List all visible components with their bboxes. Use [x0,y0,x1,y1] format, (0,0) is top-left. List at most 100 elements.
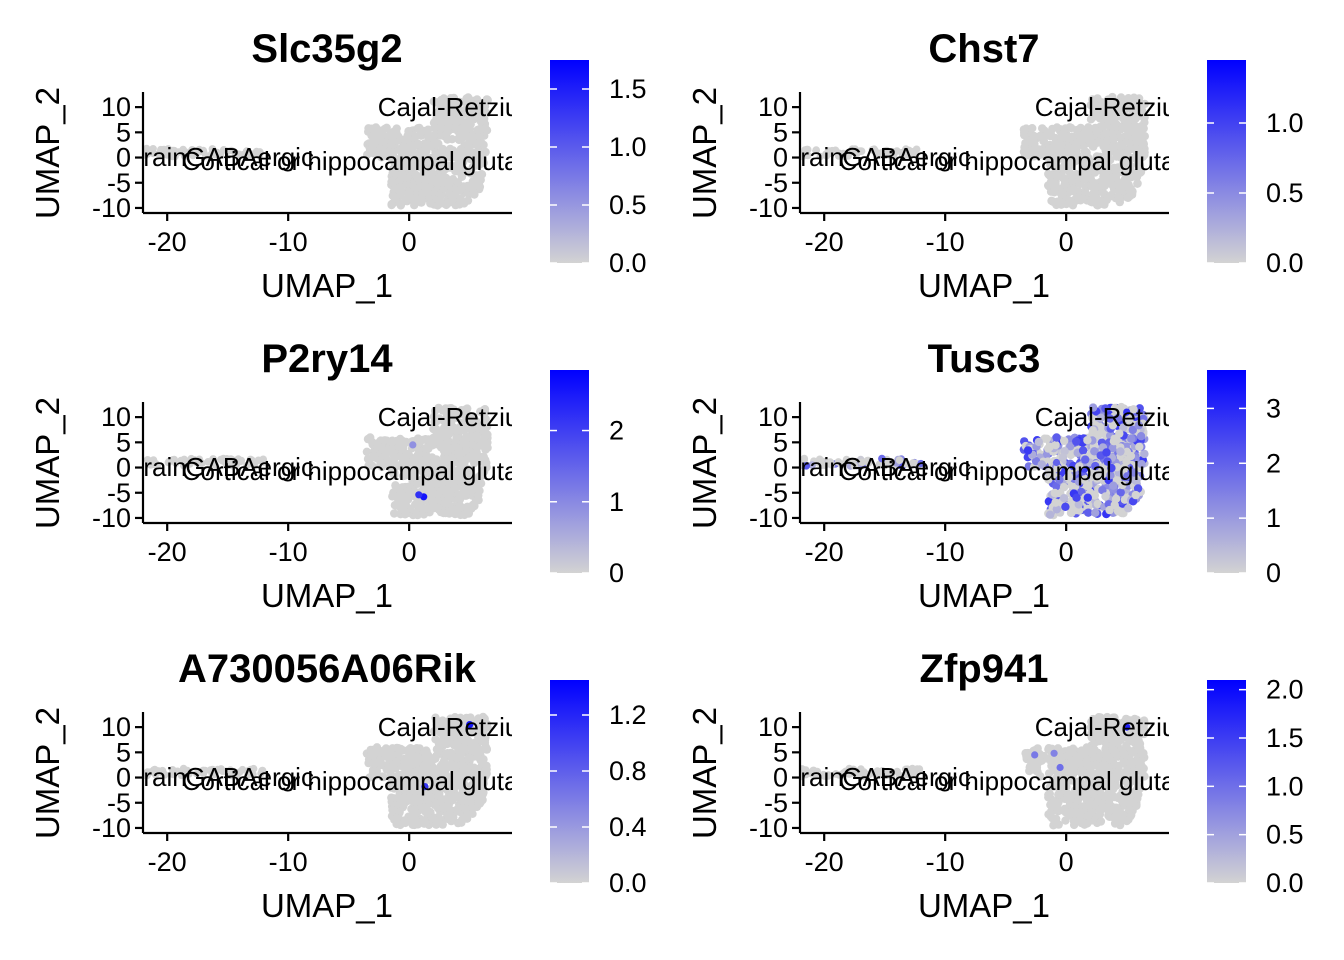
cell-point [1086,101,1095,110]
cell-point [1124,128,1134,137]
cell-point [390,509,399,518]
cell-point [475,182,485,191]
cell-point [1106,155,1115,165]
cell-point [467,424,477,434]
cell-point [1090,745,1099,754]
cell-point [1109,481,1118,490]
cell-point [1085,124,1094,133]
cell-point [396,776,405,785]
cell-point [472,139,481,149]
cell-point [418,474,427,484]
cell-point [192,769,201,778]
cell-point [404,783,413,793]
cell-point [210,151,219,159]
cell-point [1073,138,1082,147]
cell-point [1122,816,1131,826]
cluster-label: GABAergic [842,762,971,792]
cell-point [450,483,460,493]
cell-point [1091,760,1101,770]
cell-point [195,455,204,464]
cell-point [448,454,457,463]
cell-point [1052,481,1061,491]
cell-point [1088,142,1097,151]
cell-point [1091,508,1100,517]
cell-point [1090,491,1099,500]
cell-point [440,499,449,508]
cell-point [426,485,435,494]
cell-point [406,156,416,165]
high-expression-point [1050,749,1058,757]
cell-point [895,456,904,464]
cell-point [367,124,376,133]
cell-point [255,150,263,158]
cell-point [444,161,453,170]
cell-point [480,432,489,441]
cell-point [372,744,381,754]
cell-point [417,196,427,205]
cell-point [839,769,848,777]
cell-point [1088,413,1097,423]
cell-point [1082,154,1091,163]
cell-point [444,419,453,428]
cell-point [1046,800,1055,809]
cell-point [143,771,151,780]
cell-point [1119,759,1128,768]
cell-point [1095,810,1105,819]
y-axis-label: UMAP_2 [686,87,723,219]
cell-point [889,152,898,161]
cell-point [1103,764,1112,773]
x-tick-label: -10 [269,847,308,877]
cell-point [1092,126,1101,135]
cell-point [1120,463,1129,473]
cell-point [475,148,484,157]
cell-point [480,110,489,119]
cell-point [1098,181,1107,190]
cell-point [430,766,439,775]
cell-point [483,723,492,732]
cell-point [1083,134,1092,143]
y-tick-label: -5 [107,788,131,818]
cell-point [444,444,453,453]
cell-point [480,714,489,723]
y-tick-label: 10 [101,402,131,432]
cell-point [1075,759,1085,768]
cell-point [457,198,466,208]
cell-point [1076,807,1085,817]
cell-point [1137,460,1146,469]
cell-point [1072,150,1082,159]
cell-point [878,454,886,463]
cell-point [1086,766,1095,775]
cell-point [1097,771,1106,780]
cell-point [453,178,462,187]
cell-point [419,464,428,473]
cell-point [1091,786,1101,796]
colorbar-tick-label: 0 [1266,558,1281,588]
cell-point [837,460,846,469]
cell-point [1136,743,1145,753]
cell-point [431,713,440,722]
cell-point [1083,773,1093,782]
y-tick-label: 5 [773,117,788,147]
cell-point [1119,749,1128,758]
cell-point [1110,500,1119,510]
panel-title: Zfp941 [920,647,1049,691]
cell-point [481,147,490,157]
x-tick-label: 0 [1059,537,1074,567]
cell-point [392,124,401,133]
cell-point [464,753,474,763]
cell-point [1136,122,1145,132]
cell-point [476,772,486,781]
cell-point [1130,468,1139,477]
cell-point [1088,426,1097,435]
cell-point [472,455,481,464]
cell-point [238,765,247,774]
colorbar-tick-label: 0.0 [609,248,647,278]
cell-point [399,464,408,474]
cell-point [1103,457,1112,466]
cluster-label: Brain [126,142,187,172]
cell-point [1058,453,1068,462]
cell-point [802,462,811,470]
cell-point [1094,796,1103,806]
